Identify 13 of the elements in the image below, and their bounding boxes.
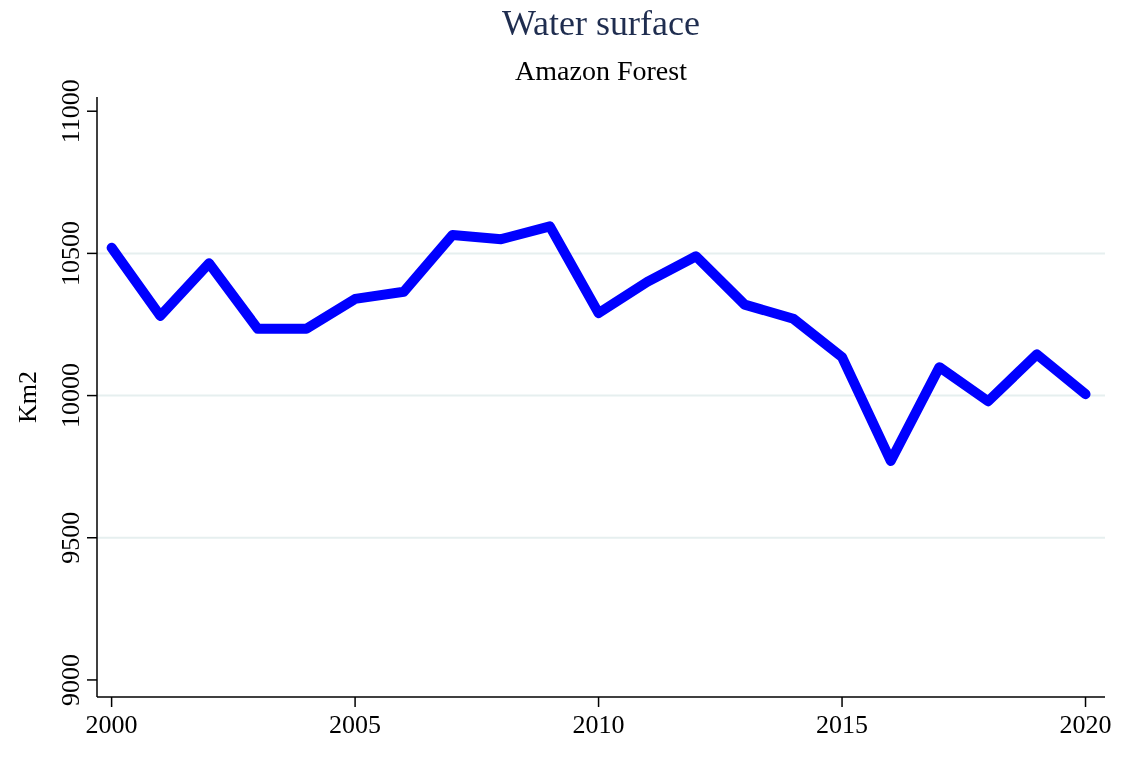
x-tick-label: 2015 — [816, 710, 869, 739]
x-tick-label: 2005 — [329, 710, 382, 739]
y-tick-label: 11000 — [56, 79, 85, 144]
x-tick-label: 2020 — [1059, 710, 1112, 739]
y-axis-title: Km2 — [13, 371, 42, 423]
y-tick-label: 10000 — [56, 363, 85, 429]
y-tick-label: 9500 — [56, 511, 85, 564]
y-tick-label: 10500 — [56, 220, 85, 286]
chart-title: Water surface — [502, 3, 700, 43]
x-tick-label: 2010 — [572, 710, 625, 739]
y-tick-label: 9000 — [56, 653, 85, 706]
x-tick-label: 2000 — [85, 710, 138, 739]
chart-subtitle: Amazon Forest — [515, 55, 688, 86]
